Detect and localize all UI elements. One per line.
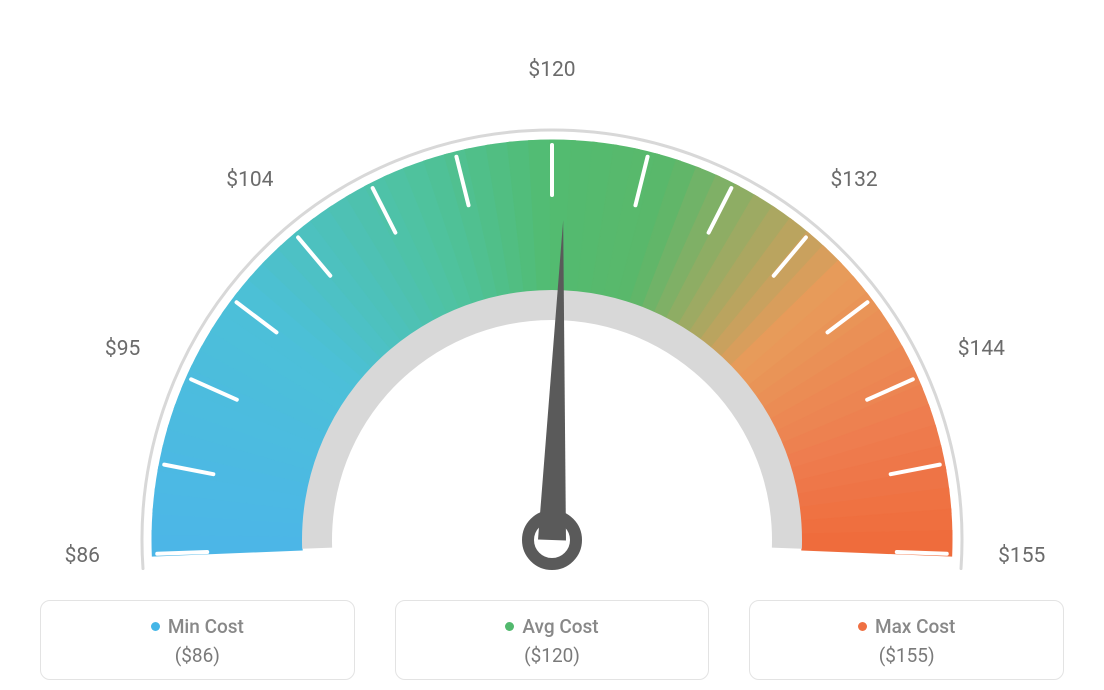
- legend-value-avg: ($120): [406, 644, 699, 667]
- gauge-tick: [897, 552, 947, 554]
- legend-label-avg: Avg Cost: [522, 615, 598, 638]
- legend-dot-max: [858, 622, 867, 631]
- gauge-tick-label: $104: [226, 168, 273, 192]
- gauge-area: $86 $95 $104 $120 $132 $144 $155: [0, 0, 1104, 570]
- legend-label-min: Min Cost: [168, 615, 244, 638]
- legend-card-min: Min Cost ($86): [40, 600, 355, 680]
- gauge-tick-label: $86: [65, 544, 100, 568]
- gauge-svg: [0, 0, 1104, 570]
- gauge-tick-label: $144: [958, 337, 1005, 361]
- gauge-tick-label: $95: [105, 337, 140, 361]
- legend-card-max: Max Cost ($155): [749, 600, 1064, 680]
- legend-dot-avg: [505, 622, 514, 631]
- legend-label-max: Max Cost: [875, 615, 955, 638]
- gauge-tick-label: $120: [528, 58, 575, 82]
- legend-row: Min Cost ($86) Avg Cost ($120) Max Cost …: [0, 600, 1104, 680]
- legend-value-min: ($86): [51, 644, 344, 667]
- legend-dot-min: [151, 622, 160, 631]
- legend-card-avg: Avg Cost ($120): [395, 600, 710, 680]
- chart-container: $86 $95 $104 $120 $132 $144 $155 Min Cost ($86…: [0, 0, 1104, 690]
- gauge-tick: [157, 552, 207, 554]
- gauge-tick-label: $155: [998, 544, 1045, 568]
- gauge-tick-label: $132: [831, 168, 878, 192]
- legend-value-max: ($155): [760, 644, 1053, 667]
